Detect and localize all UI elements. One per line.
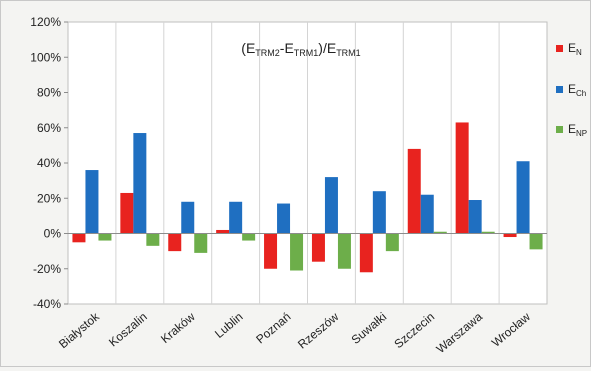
bar-ch [420,194,434,234]
bar-np [98,233,112,241]
legend-label: ENP [568,122,587,138]
bar-ch [133,133,147,234]
legend: EN ECh ENP [556,41,587,138]
y-tick-label: 20% [37,191,61,205]
bar-ch [181,201,195,234]
y-tick-label: 100% [30,50,61,64]
bar-ch [516,161,530,234]
bar-n [72,233,86,243]
bar-n [168,233,182,252]
bar-np [290,233,304,271]
x-tick-label: Suwałki [349,310,390,347]
bar-n [503,233,517,238]
x-tick-label: Koszalin [106,310,150,350]
y-tick-label: 0% [44,227,62,241]
bar-n [216,229,230,234]
x-tick-label: Warszawa [434,309,486,356]
bar-np [481,231,495,234]
x-tick-label: Rzeszów [295,309,342,351]
bar-ch [324,177,338,234]
legend-label: ECh [568,82,586,98]
bar-n [407,148,421,234]
x-tick-label: Białystok [56,309,103,351]
chart-title-text: (ETRM2-ETRM1)/ETRM1 [241,40,360,58]
legend-swatch [556,86,563,93]
y-tick-label: 40% [37,156,61,170]
bar-ch [372,191,386,234]
bar-np [242,233,256,241]
bar-np [385,233,399,252]
bar-n [264,233,278,269]
bar-n [311,233,325,262]
bars-layer [72,122,543,273]
bar-n [359,233,373,273]
bar-ch [85,170,99,234]
y-tick-label: -20% [33,262,61,276]
bar-n [120,192,134,234]
x-tick-label: Szczecin [391,310,437,352]
bar-ch [229,201,243,234]
bar-np [337,233,351,269]
x-tick-label: Poznań [253,310,293,347]
bar-n [455,122,469,234]
x-tick-label: Wrocław [489,309,533,349]
chart-title: (ETRM2-ETRM1)/ETRM1 [241,40,360,58]
x-tick-label: Lublin [212,310,246,341]
bar-ch [468,200,482,234]
bar-np [194,233,208,253]
y-tick-label: 80% [37,86,61,100]
legend-swatch [556,126,563,133]
bar-np [433,231,447,234]
bar-ch [277,203,291,234]
legend-swatch [556,45,563,52]
bar-np [529,233,543,250]
y-tick-label: 60% [37,121,61,135]
legend-label: EN [568,41,582,57]
x-tick-label: Kraków [158,309,198,346]
y-tick-label: 120% [30,15,61,29]
y-tick-label: -40% [33,297,61,311]
bar-np [146,233,160,246]
